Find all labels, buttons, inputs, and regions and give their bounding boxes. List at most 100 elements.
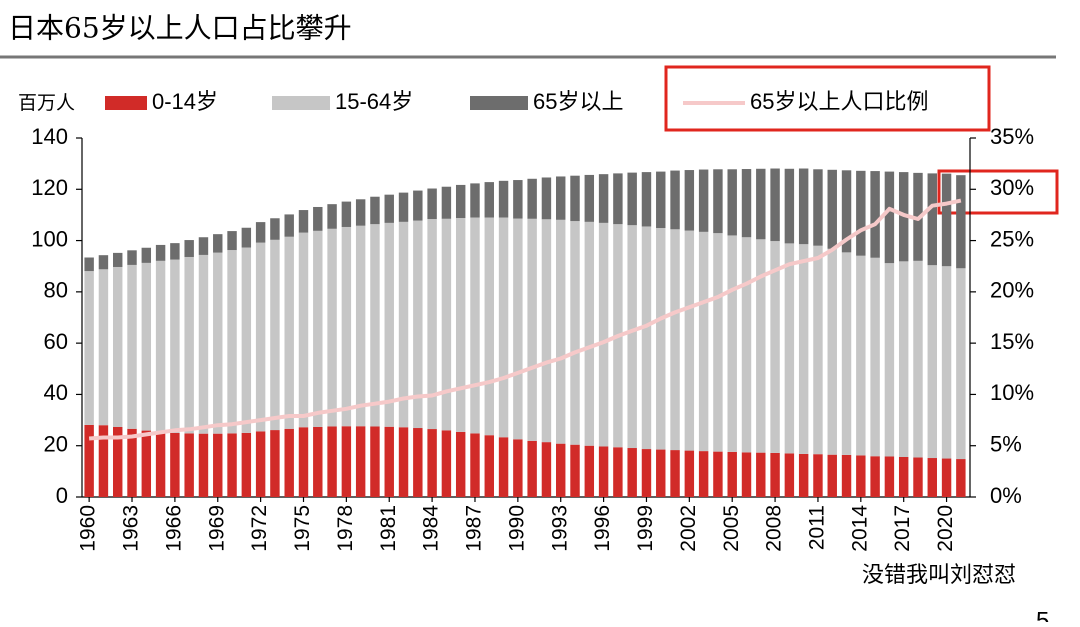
bar <box>298 210 309 233</box>
bar <box>841 170 852 253</box>
bar <box>141 247 152 263</box>
bar <box>556 176 566 220</box>
bar <box>698 231 709 452</box>
bar <box>527 440 537 497</box>
bar <box>841 454 852 497</box>
legend-swatch <box>470 96 528 110</box>
bar <box>956 175 966 269</box>
bar <box>184 433 194 497</box>
legend-label: 65岁以上人口比例 <box>750 89 928 114</box>
highlight-box <box>664 65 991 132</box>
x-tick-label: 2020 <box>934 505 957 552</box>
bar <box>484 182 494 218</box>
bar <box>598 446 609 497</box>
bar <box>341 426 352 497</box>
bar <box>884 263 895 457</box>
legend-swatch <box>105 96 147 110</box>
bar <box>756 168 766 240</box>
bar <box>784 168 795 244</box>
x-tick-label: 1975 <box>291 505 314 552</box>
bar <box>570 221 580 445</box>
bar <box>384 222 394 427</box>
legend-swatch <box>272 96 330 110</box>
bar <box>241 432 252 497</box>
y2-tick-label: 30% <box>990 175 1034 200</box>
bar <box>455 218 466 432</box>
bar <box>270 239 280 431</box>
watermark: 没错我叫刘怼怼 <box>862 562 1016 587</box>
bar <box>541 177 552 220</box>
bar <box>155 244 166 261</box>
y2-tick-label: 10% <box>990 380 1034 405</box>
bar <box>241 227 252 248</box>
x-tick-label: 2005 <box>720 505 743 552</box>
bar <box>941 266 952 459</box>
bar <box>398 221 409 428</box>
bar <box>284 214 294 237</box>
x-tick-label: 2014 <box>848 505 871 552</box>
bar <box>884 456 895 497</box>
bar <box>98 255 109 270</box>
bar <box>627 172 637 226</box>
bar <box>513 218 523 440</box>
bar <box>327 426 337 497</box>
bar <box>570 444 580 497</box>
bar <box>370 196 380 225</box>
bar <box>255 242 266 432</box>
x-tick-label: 1960 <box>77 505 100 552</box>
bar <box>455 184 466 219</box>
bar <box>827 169 837 249</box>
bar <box>413 220 423 429</box>
bar <box>170 259 180 433</box>
bar <box>513 439 523 497</box>
bar <box>798 244 809 454</box>
x-tick-label: 1963 <box>120 505 143 552</box>
bar <box>670 170 680 230</box>
bar <box>484 217 494 436</box>
bar <box>627 448 637 497</box>
y-tick-label: 0 <box>56 483 68 508</box>
bar <box>141 430 152 497</box>
bar <box>641 172 652 227</box>
line <box>88 198 962 441</box>
bar <box>341 201 352 227</box>
bar <box>756 452 766 497</box>
bar <box>813 169 823 246</box>
bar <box>427 219 437 430</box>
bar <box>541 219 552 443</box>
bar <box>441 218 452 431</box>
bar <box>741 452 752 497</box>
bar <box>598 222 609 447</box>
bar <box>470 217 480 434</box>
bar <box>684 170 695 231</box>
bar <box>556 219 566 444</box>
bar <box>284 428 294 497</box>
bar <box>913 457 923 497</box>
bar <box>398 192 409 222</box>
bar <box>127 428 137 497</box>
bar <box>898 261 909 457</box>
bar <box>213 234 223 253</box>
bar <box>784 453 795 497</box>
bar <box>470 433 480 497</box>
x-tick-label: 1999 <box>634 505 657 552</box>
bar <box>313 426 323 497</box>
y2-tick-label: 15% <box>990 329 1034 354</box>
bar <box>413 428 423 497</box>
bar <box>770 241 780 453</box>
bar <box>656 449 666 497</box>
bar <box>570 175 580 222</box>
bar <box>956 459 966 497</box>
bar <box>856 455 866 497</box>
x-tick-label: 2002 <box>677 505 700 552</box>
bar <box>384 194 394 223</box>
bar <box>898 456 909 497</box>
bar <box>484 435 494 497</box>
chart-title: 日本65岁以上人口占比攀升 <box>8 12 352 45</box>
bar <box>113 266 123 427</box>
bar <box>441 430 452 497</box>
bar <box>713 233 723 452</box>
bar <box>584 221 595 446</box>
x-tick-label: 1978 <box>334 505 357 552</box>
